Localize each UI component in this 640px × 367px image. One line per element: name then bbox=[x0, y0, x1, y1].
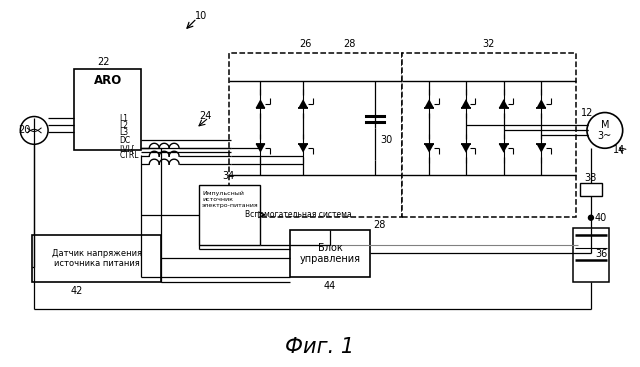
Text: LVI{: LVI{ bbox=[120, 144, 135, 153]
Text: Фиг. 1: Фиг. 1 bbox=[285, 337, 355, 357]
Bar bbox=[74, 69, 141, 150]
Polygon shape bbox=[298, 99, 308, 108]
Text: 12: 12 bbox=[580, 108, 593, 117]
Text: Датчик напряжения
источника питания: Датчик напряжения источника питания bbox=[52, 249, 141, 268]
Text: L1: L1 bbox=[120, 114, 129, 123]
Bar bbox=[573, 228, 609, 282]
Polygon shape bbox=[424, 99, 434, 108]
Text: 26: 26 bbox=[299, 39, 311, 49]
Polygon shape bbox=[461, 144, 471, 153]
Text: 34: 34 bbox=[223, 171, 235, 181]
Text: Блок
управления: Блок управления bbox=[300, 243, 360, 264]
Bar bbox=[228, 53, 403, 217]
Text: 28: 28 bbox=[344, 39, 356, 49]
Text: 22: 22 bbox=[97, 57, 110, 67]
Text: 28: 28 bbox=[373, 220, 386, 230]
Polygon shape bbox=[298, 144, 308, 153]
Polygon shape bbox=[424, 144, 434, 153]
Text: 40: 40 bbox=[595, 213, 607, 223]
Text: 14: 14 bbox=[612, 145, 625, 155]
Polygon shape bbox=[255, 144, 266, 153]
Polygon shape bbox=[536, 99, 546, 108]
Polygon shape bbox=[499, 144, 509, 153]
Bar bbox=[199, 185, 260, 244]
Text: 36: 36 bbox=[596, 250, 608, 259]
Text: 30: 30 bbox=[380, 135, 392, 145]
Text: DC: DC bbox=[120, 136, 131, 145]
Text: 32: 32 bbox=[483, 39, 495, 49]
Text: M
3~: M 3~ bbox=[598, 120, 612, 141]
Circle shape bbox=[588, 215, 593, 220]
Bar bbox=[580, 183, 602, 196]
Text: CTRL: CTRL bbox=[120, 151, 139, 160]
Text: L2: L2 bbox=[120, 121, 129, 130]
Text: 42: 42 bbox=[70, 286, 83, 296]
Polygon shape bbox=[255, 99, 266, 108]
Text: ARO: ARO bbox=[93, 74, 122, 87]
Text: 38: 38 bbox=[585, 173, 597, 183]
Text: Импульсный
источник
электро-питания: Импульсный источник электро-питания bbox=[202, 191, 259, 208]
Polygon shape bbox=[499, 99, 509, 108]
Text: 44: 44 bbox=[324, 281, 336, 291]
Bar bbox=[290, 230, 370, 277]
Polygon shape bbox=[461, 99, 471, 108]
Text: Вспомогательная система: Вспомогательная система bbox=[244, 210, 351, 219]
Polygon shape bbox=[536, 144, 546, 153]
Text: L3: L3 bbox=[120, 128, 129, 137]
Bar bbox=[403, 53, 576, 217]
Text: 10: 10 bbox=[195, 11, 207, 21]
Text: 24: 24 bbox=[200, 110, 212, 120]
Bar bbox=[32, 235, 161, 282]
Text: 20: 20 bbox=[18, 126, 31, 135]
